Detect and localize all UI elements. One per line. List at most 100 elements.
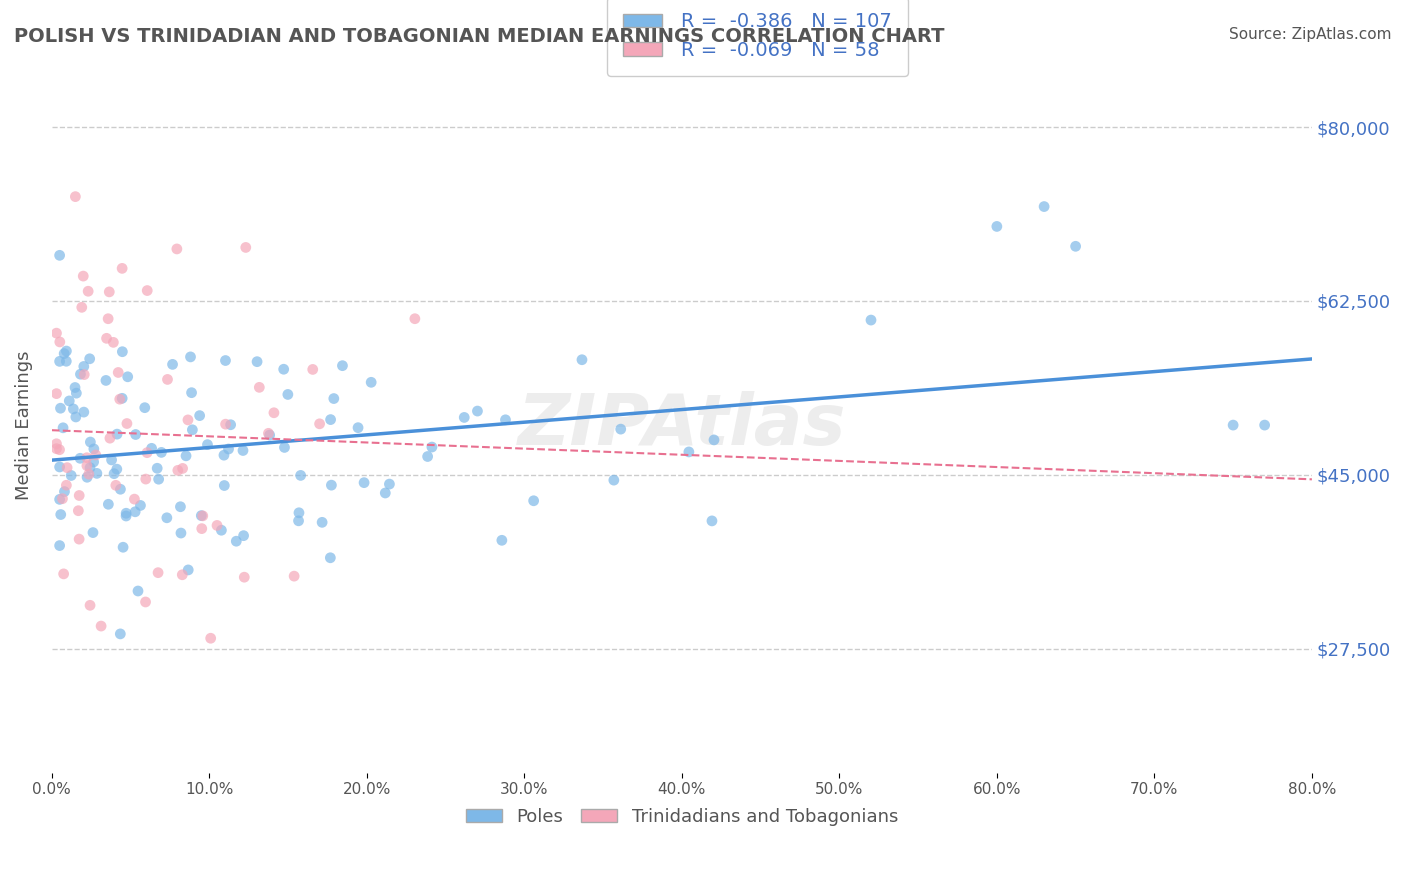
Poles	[603, 473, 626, 487]
Trinidadians and Tobagonians	[67, 488, 90, 502]
Poles	[319, 550, 342, 565]
Poles	[115, 508, 138, 523]
Poles	[290, 468, 312, 483]
Poles	[678, 445, 700, 459]
Poles	[111, 344, 134, 359]
Trinidadians and Tobagonians	[191, 508, 214, 523]
Poles	[1253, 418, 1275, 433]
Poles	[65, 409, 87, 424]
Trinidadians and Tobagonians	[90, 619, 112, 633]
Poles	[190, 508, 212, 523]
Trinidadians and Tobagonians	[72, 269, 94, 284]
Poles	[97, 497, 120, 511]
Trinidadians and Tobagonians	[235, 240, 257, 254]
Text: ZIPAtlas: ZIPAtlas	[517, 391, 846, 459]
Trinidadians and Tobagonians	[214, 417, 236, 432]
Trinidadians and Tobagonians	[49, 334, 72, 349]
Poles	[232, 529, 254, 543]
Trinidadians and Tobagonians	[283, 569, 305, 583]
Poles	[523, 493, 546, 508]
Trinidadians and Tobagonians	[156, 372, 179, 386]
Poles	[49, 401, 72, 416]
Trinidadians and Tobagonians	[107, 366, 129, 380]
Poles	[73, 359, 96, 374]
Poles	[225, 534, 247, 549]
Poles	[453, 410, 475, 425]
Trinidadians and Tobagonians	[70, 301, 93, 315]
Text: POLISH VS TRINIDADIAN AND TOBAGONIAN MEDIAN EARNINGS CORRELATION CHART: POLISH VS TRINIDADIAN AND TOBAGONIAN MED…	[14, 27, 945, 45]
Poles	[86, 467, 108, 481]
Poles	[416, 450, 439, 464]
Poles	[169, 500, 191, 514]
Poles	[197, 437, 219, 451]
Trinidadians and Tobagonians	[172, 567, 194, 582]
Poles	[124, 427, 146, 442]
Poles	[79, 351, 101, 366]
Poles	[146, 461, 169, 475]
Trinidadians and Tobagonians	[104, 478, 127, 492]
Poles	[148, 472, 170, 486]
Trinidadians and Tobagonians	[97, 311, 120, 326]
Poles	[177, 563, 200, 577]
Poles	[353, 475, 375, 490]
Trinidadians and Tobagonians	[146, 566, 169, 580]
Poles	[219, 417, 242, 432]
Poles	[467, 404, 489, 418]
Poles	[287, 514, 309, 528]
Poles	[214, 353, 236, 368]
Poles	[156, 510, 179, 524]
Poles	[174, 449, 197, 463]
Poles	[495, 413, 517, 427]
Trinidadians and Tobagonians	[108, 392, 131, 407]
Poles	[83, 455, 105, 469]
Trinidadians and Tobagonians	[135, 472, 157, 486]
Trinidadians and Tobagonians	[233, 570, 256, 584]
Trinidadians and Tobagonians	[200, 632, 222, 646]
Poles	[859, 313, 882, 327]
Poles	[232, 443, 254, 458]
Poles	[273, 362, 295, 376]
Poles	[1033, 200, 1056, 214]
Trinidadians and Tobagonians	[166, 242, 188, 256]
Text: Source: ZipAtlas.com: Source: ZipAtlas.com	[1229, 27, 1392, 42]
Poles	[100, 453, 122, 467]
Poles	[127, 584, 149, 599]
Poles	[63, 380, 86, 394]
Trinidadians and Tobagonians	[124, 492, 146, 507]
Trinidadians and Tobagonians	[51, 491, 73, 506]
Trinidadians and Tobagonians	[98, 285, 121, 299]
Poles	[48, 539, 70, 553]
Poles	[48, 354, 70, 368]
Poles	[58, 393, 80, 408]
Poles	[181, 423, 204, 437]
Trinidadians and Tobagonians	[103, 335, 125, 350]
Trinidadians and Tobagonians	[301, 362, 323, 376]
Trinidadians and Tobagonians	[98, 431, 121, 445]
Trinidadians and Tobagonians	[205, 518, 228, 533]
Poles	[115, 506, 138, 520]
Trinidadians and Tobagonians	[76, 458, 98, 473]
Trinidadians and Tobagonians	[111, 261, 134, 276]
Trinidadians and Tobagonians	[56, 460, 79, 475]
Trinidadians and Tobagonians	[77, 285, 100, 299]
Poles	[55, 344, 77, 359]
Poles	[180, 385, 202, 400]
Trinidadians and Tobagonians	[45, 326, 67, 340]
Poles	[94, 373, 117, 387]
Trinidadians and Tobagonians	[247, 380, 270, 394]
Trinidadians and Tobagonians	[55, 478, 77, 492]
Trinidadians and Tobagonians	[52, 566, 75, 581]
Poles	[110, 627, 132, 641]
Poles	[214, 478, 236, 492]
Poles	[212, 448, 235, 462]
Trinidadians and Tobagonians	[263, 406, 285, 420]
Trinidadians and Tobagonians	[45, 386, 67, 401]
Trinidadians and Tobagonians	[136, 284, 159, 298]
Poles	[1064, 239, 1087, 253]
Trinidadians and Tobagonians	[96, 331, 118, 345]
Poles	[105, 427, 128, 442]
Poles	[124, 505, 146, 519]
Poles	[259, 428, 281, 442]
Trinidadians and Tobagonians	[73, 368, 96, 382]
Poles	[76, 470, 98, 484]
